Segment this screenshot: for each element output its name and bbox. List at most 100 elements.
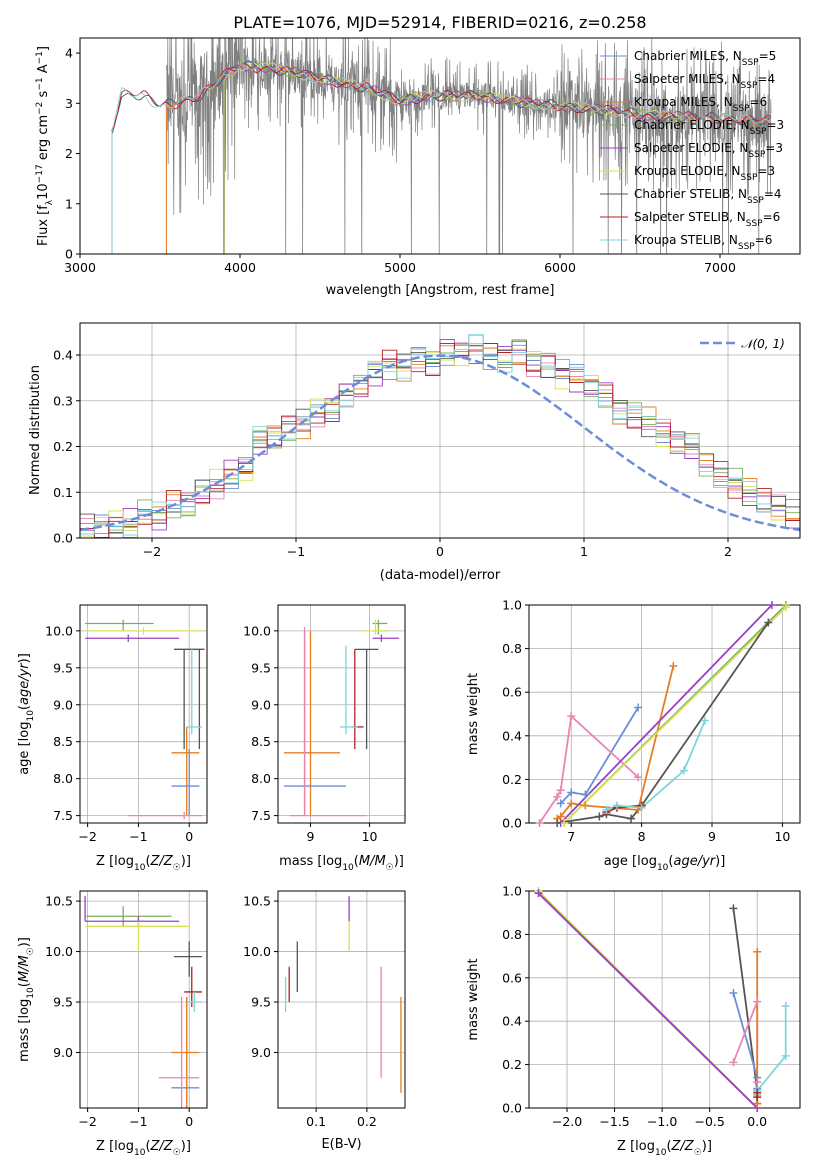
x-tick-label: 0.0 <box>747 1114 767 1129</box>
x-tick-label: −1 <box>129 829 147 844</box>
y-tick-label: 10.0 <box>45 944 73 959</box>
y-tick-label: 9.5 <box>251 995 271 1010</box>
weight-marker <box>581 801 590 810</box>
plot-area <box>85 619 205 820</box>
weight-line-salpeter-elodie <box>560 605 773 823</box>
label-part: age [log <box>604 854 657 869</box>
plot-area <box>538 605 787 823</box>
panel-mass-vs-EBV: 0.1 0.2 9.0 9.5 10.0 10.5 E(B-V) <box>243 890 406 1152</box>
label-part: ( <box>668 854 673 869</box>
y-tick-label: 9.0 <box>53 1045 73 1060</box>
x-axis-label: Z [log10(Z/Z☉)] <box>96 854 191 873</box>
legend-sub: SSP <box>733 104 750 114</box>
panel-age-vs-Z: −2 −1 07.58.08.59.09.510.0Z [log10(Z/Z☉)]a… <box>17 604 208 873</box>
y-axis-label: mass weight <box>466 673 481 755</box>
x-axis-label: (data-model)/error <box>380 568 501 583</box>
label-part: −1 <box>35 51 45 64</box>
legend-sub: SSP <box>741 173 758 183</box>
y-axis-label: mass [log10(M/M☉)] <box>17 937 36 1062</box>
weight-marker <box>553 819 562 827</box>
legend-entry: Salpeter STELIB, NSSP=6 <box>634 210 780 229</box>
weight-marker <box>729 1058 738 1067</box>
legend-entry: Salpeter MILES, NSSP=4 <box>634 72 775 91</box>
figure-title: PLATE=1076, MJD=52914, FIBERID=0216, z=0… <box>233 13 646 32</box>
legend-text: Kroupa ELODIE, N <box>634 164 741 178</box>
legend-text: Kroupa STELIB, N <box>634 233 738 247</box>
legend-n: =3 <box>757 164 775 178</box>
y-tick-label: 0 <box>65 247 73 262</box>
label-part: −2 <box>35 102 45 115</box>
axes: 3000 4000 5000 6000 7000 0 1 2 3 4 <box>64 37 801 275</box>
label-part: ☉ <box>694 1148 702 1158</box>
axes: 0.1 0.2 9.0 9.5 10.0 10.5 <box>243 890 406 1129</box>
weight-marker <box>700 716 709 725</box>
weight-marker <box>634 703 643 712</box>
x-tick-label: 0 <box>185 1114 193 1129</box>
y-tick-label: 4 <box>65 46 73 61</box>
y-tick-label: 9.5 <box>53 660 73 675</box>
weight-marker <box>781 603 790 612</box>
weight-marker <box>637 803 646 812</box>
label-part: 10 <box>26 710 36 722</box>
label-part: mass [log <box>279 854 342 869</box>
y-tick-label: 10.0 <box>45 623 73 638</box>
legend-text: Salpeter MILES, N <box>634 72 741 86</box>
x-tick-label: 7000 <box>704 260 736 275</box>
legend-text: Salpeter STELIB, N <box>634 210 746 224</box>
histogram-chabrier-stelib <box>80 340 800 534</box>
x-tick-label: 3000 <box>64 260 96 275</box>
x-tick-label: −2 <box>78 829 96 844</box>
x-tick-label: 9 <box>708 829 716 844</box>
weight-marker <box>781 1051 790 1060</box>
label-part: 10 <box>36 183 51 200</box>
y-tick-label: 0.4 <box>502 1014 522 1029</box>
y-tick-label: 8.0 <box>53 771 73 786</box>
x-tick-label: 10 <box>362 829 378 844</box>
legend-n: =4 <box>757 72 775 86</box>
weight-marker <box>781 1002 790 1011</box>
x-tick-label: 7 <box>567 829 575 844</box>
weight-marker <box>556 786 565 795</box>
label-part: ☉ <box>173 1148 181 1158</box>
weight-marker <box>535 819 544 827</box>
plot-area <box>284 896 402 1093</box>
weight-marker <box>581 790 590 799</box>
label-part: 10 <box>657 863 669 873</box>
legend-n: =5 <box>759 49 777 63</box>
weight-marker <box>634 773 643 782</box>
weight-marker <box>595 812 604 821</box>
label-part: Z [log <box>96 854 134 869</box>
plot-area <box>283 619 400 817</box>
y-tick-label: 0.8 <box>502 641 522 656</box>
y-tick-label: 0.2 <box>502 772 522 787</box>
y-tick-label: 1 <box>65 196 73 211</box>
y-tick-label: 10.5 <box>243 894 271 909</box>
label-part: Z [log <box>617 1139 655 1154</box>
label-part: 10 <box>26 987 36 999</box>
y-tick-label: 0.6 <box>502 970 522 985</box>
y-tick-label: 0.0 <box>502 816 522 831</box>
label-part: Z [log <box>96 1139 134 1154</box>
axes-frame <box>277 604 406 824</box>
label-part: ( <box>145 854 150 869</box>
label-part: )] <box>702 1139 712 1154</box>
label-part: ☉ <box>386 863 394 873</box>
y-axis-label: age [log10(age/yr)] <box>17 653 36 775</box>
weight-marker <box>729 988 738 997</box>
axes: 9 10 7.5 8.0 8.5 9.0 9.5 10.0 <box>243 604 406 844</box>
axes: −2 −1 0 9.0 9.5 10.0 10.5 <box>45 890 208 1129</box>
weight-marker <box>534 889 543 898</box>
label-part: ( <box>17 705 32 710</box>
x-tick-label: −1.5 <box>599 1114 629 1129</box>
y-tick-label: 7.5 <box>53 808 73 823</box>
legend-sub: SSP <box>748 150 765 160</box>
weight-marker <box>556 799 565 808</box>
y-tick-label: 9.5 <box>53 995 73 1010</box>
label-part: ☉ <box>173 863 181 873</box>
legend-n: =6 <box>750 95 768 109</box>
weight-marker <box>753 997 762 1006</box>
label-part: Z/Z <box>150 854 174 869</box>
legend-sub: SSP <box>738 242 755 252</box>
legend-n: =3 <box>765 141 783 155</box>
